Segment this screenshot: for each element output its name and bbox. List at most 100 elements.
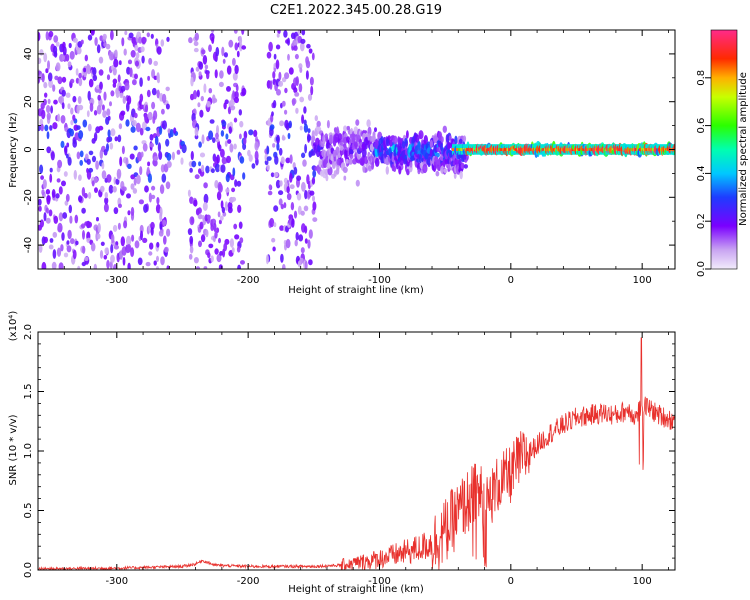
spectrogram-cell xyxy=(66,240,70,245)
spectrogram-cell xyxy=(95,160,99,170)
spectrogram-cell xyxy=(230,105,236,111)
spectrogram-cell xyxy=(130,206,135,216)
spectrogram-cell xyxy=(44,92,48,98)
spectrogram-cell xyxy=(169,129,174,138)
spectrogram-cell xyxy=(119,156,123,167)
spectrogram-cell xyxy=(53,35,59,43)
spectrogram-cell xyxy=(278,198,283,206)
spectrogram-cell xyxy=(226,155,231,164)
x-tick-label: -300 xyxy=(105,275,128,286)
spectrogram-cell xyxy=(215,132,219,140)
spectrogram-cell xyxy=(448,135,452,141)
spectrogram-cell xyxy=(166,228,171,237)
spectrogram-cell xyxy=(279,225,284,231)
spectrogram-cell xyxy=(45,68,49,74)
spectrogram-cell xyxy=(362,164,366,173)
spectrogram-cell xyxy=(131,119,137,127)
spectrogram-cell xyxy=(193,47,199,53)
spectrogram-cell xyxy=(123,220,128,229)
spectrogram-cell xyxy=(140,230,143,241)
spectrogram-cell xyxy=(63,252,69,258)
spectrogram-cell xyxy=(133,145,138,151)
spectrogram-cell xyxy=(227,206,233,214)
spectrogram-cell xyxy=(45,207,49,214)
spectrogram-cell xyxy=(102,33,107,40)
spectrogram-cell xyxy=(60,115,66,124)
colorbar-tick-label: 0.2 xyxy=(696,213,707,229)
spectrogram-cell xyxy=(346,125,350,131)
spectrogram-cell xyxy=(70,78,75,84)
spectrogram-cell xyxy=(198,240,202,248)
spectrogram-cell xyxy=(161,93,167,104)
carrier-core xyxy=(548,148,552,151)
spectrogram-cell xyxy=(143,37,147,43)
carrier-core xyxy=(460,148,463,151)
spectrogram-cell xyxy=(198,61,204,70)
spectrogram-cell xyxy=(211,36,215,44)
spectrogram-cell xyxy=(77,96,82,104)
spectrogram-cell xyxy=(228,39,234,48)
spectrogram-cell xyxy=(348,158,354,165)
spectrogram-cell xyxy=(104,197,109,205)
spectrogram-cell xyxy=(67,103,71,110)
spectrogram-cell xyxy=(241,30,245,35)
y-tick-label: -40 xyxy=(23,237,34,253)
spectrogram-cell xyxy=(234,42,239,51)
spectrogram-cell xyxy=(440,136,444,143)
spectrogram-cell xyxy=(232,57,236,66)
spectrogram-cell xyxy=(295,107,299,114)
spectrogram-cell xyxy=(462,135,467,143)
spectrogram-cells xyxy=(38,30,675,269)
spectrogram-cell xyxy=(90,242,96,252)
spectrogram-cell xyxy=(216,154,220,164)
spectrogram-cell xyxy=(139,77,143,87)
spectrogram-cell xyxy=(366,119,371,128)
spectrogram-cell xyxy=(284,109,288,115)
spectrogram-cell xyxy=(308,229,313,239)
spectrogram-cell xyxy=(61,55,65,61)
spectrogram-cell xyxy=(127,210,131,216)
spectrogram-cell xyxy=(76,46,82,55)
spectrogram-cell xyxy=(119,92,124,99)
spectrogram-cell xyxy=(148,192,152,203)
spectrogram-cell xyxy=(422,163,428,174)
spectrogram-cell xyxy=(112,186,117,193)
spectrogram-cell xyxy=(374,157,380,167)
spectrogram-cell xyxy=(326,120,330,129)
spectrogram-cell xyxy=(53,99,58,105)
colorbar-tick-label: 0.0 xyxy=(696,261,707,277)
spectrogram-cell xyxy=(275,59,280,70)
spectrogram-cell xyxy=(86,110,90,118)
spectrogram-cell xyxy=(146,166,150,175)
spectrogram-cell xyxy=(157,78,160,84)
spectrogram-cell xyxy=(110,244,114,254)
spectrogram-cell xyxy=(51,189,56,198)
spectrogram-cell xyxy=(274,155,279,165)
spectrogram-cell xyxy=(225,188,230,193)
spectrogram-cell xyxy=(205,229,209,238)
carrier-core xyxy=(473,148,476,151)
spectrogram-cell xyxy=(147,75,151,81)
spectrogram-cell xyxy=(67,61,72,68)
spectrogram-cell xyxy=(349,149,354,155)
spectrogram-cell xyxy=(82,119,88,128)
spectrogram-cell xyxy=(65,193,70,202)
spectrogram-cell xyxy=(214,69,218,79)
spectrogram-cell xyxy=(218,183,223,193)
spectrogram-cell xyxy=(232,167,236,177)
spectrogram-cell xyxy=(129,153,135,160)
spectrogram-cell xyxy=(48,244,54,250)
spectrogram-cell xyxy=(144,104,149,113)
spectrogram-cell xyxy=(58,212,64,222)
spectrogram-cell xyxy=(232,72,238,81)
spectrogram-cell xyxy=(149,134,154,141)
spectrogram-cell xyxy=(236,246,241,253)
spectrogram-cell xyxy=(344,149,348,160)
spectrogram-cell xyxy=(55,62,61,72)
spectrogram-cell xyxy=(67,229,72,240)
spectrogram-cell xyxy=(43,81,48,89)
spectrogram-cell xyxy=(46,146,52,154)
spectrogram-cell xyxy=(215,46,220,57)
carrier-core xyxy=(586,148,589,151)
spectrogram-cell xyxy=(69,215,73,224)
